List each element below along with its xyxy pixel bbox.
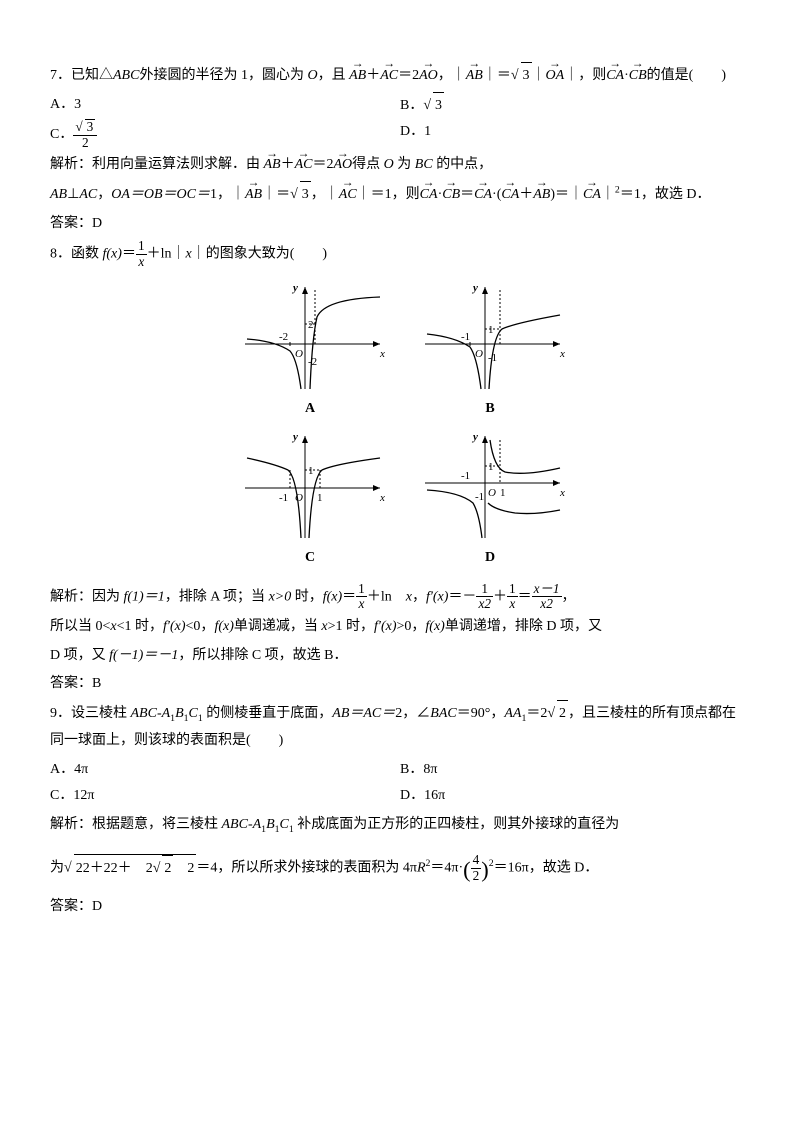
q7-stem: 7．已知△ABC外接圆的半径为 1，圆心为 O，且 AB＋AC＝2AO，｜AB｜… bbox=[50, 62, 750, 90]
q8-solution-3: D 项，又 f(－1)＝－1，所以排除 C 项，故选 B． bbox=[50, 643, 750, 670]
svg-text:x: x bbox=[559, 487, 565, 499]
graph-c: x y O -1 1 1 C bbox=[235, 428, 385, 572]
svg-text:y: y bbox=[471, 431, 478, 443]
svg-text:1: 1 bbox=[308, 465, 314, 477]
svg-text:1: 1 bbox=[488, 461, 494, 473]
q7-options: A．3 B．√3 bbox=[50, 92, 750, 120]
q8-answer: 答案：B bbox=[50, 671, 750, 698]
svg-text:y: y bbox=[471, 282, 478, 294]
svg-text:1: 1 bbox=[500, 487, 506, 499]
q9-solution-2: 为√22＋22＋ 2√2 2＝4，所以所求外接球的表面积为 4πR2＝4π·(4… bbox=[50, 849, 750, 892]
svg-text:y: y bbox=[291, 282, 298, 294]
q9-opt-a: A．4π bbox=[50, 757, 400, 784]
graph-b: x y O -1 1 -1 B bbox=[415, 279, 565, 423]
q7-solution-1: 解析：利用向量运算法则求解．由 AB＋AC＝2AO得点 O 为 BC 的中点， bbox=[50, 152, 750, 179]
q9-opt-b: B．8π bbox=[400, 757, 750, 784]
q8-solution-1: 解析：因为 f(1)＝1，排除 A 项；当 x>0 时，f(x)＝1x＋ln x… bbox=[50, 582, 750, 612]
q8-graphs: x y O -2 2 -2 A x y O bbox=[50, 279, 750, 571]
q7-opt-d: D．1 bbox=[400, 119, 750, 150]
svg-text:-1: -1 bbox=[461, 331, 470, 343]
svg-text:1: 1 bbox=[317, 492, 323, 504]
q8-solution-2: 所以当 0<x<1 时，f′(x)<0，f(x)单调递减，当 x>1 时，f′(… bbox=[50, 614, 750, 641]
svg-text:O: O bbox=[295, 348, 303, 360]
svg-text:1: 1 bbox=[488, 324, 494, 336]
q8-stem: 8．函数 f(x)＝1x＋ln｜x｜的图象大致为( ) bbox=[50, 239, 750, 269]
q9-opt-c: C．12π bbox=[50, 783, 400, 810]
svg-text:x: x bbox=[379, 348, 385, 360]
q7-opt-b: B．√3 bbox=[400, 92, 750, 120]
svg-text:y: y bbox=[291, 431, 298, 443]
graph-a: x y O -2 2 -2 A bbox=[235, 279, 385, 423]
svg-text:x: x bbox=[559, 348, 565, 360]
svg-text:2: 2 bbox=[308, 319, 314, 331]
q9-solution-1: 解析：根据题意，将三棱柱 ABC-A1B1C1 补成底面为正方形的正四棱柱，则其… bbox=[50, 812, 750, 839]
svg-text:x: x bbox=[379, 492, 385, 504]
svg-text:-1: -1 bbox=[475, 491, 484, 503]
q7-opt-a: A．3 bbox=[50, 92, 400, 120]
svg-text:O: O bbox=[488, 487, 496, 499]
graph-d: x y O -1 1 -1 1 D bbox=[415, 428, 565, 572]
q7-options-2: C．√32 D．1 bbox=[50, 119, 750, 150]
q9-opt-d: D．16π bbox=[400, 783, 750, 810]
svg-text:-2: -2 bbox=[308, 356, 317, 368]
q7-answer: 答案：D bbox=[50, 211, 750, 238]
q9-options-2: C．12π D．16π bbox=[50, 783, 750, 810]
svg-text:-1: -1 bbox=[461, 470, 470, 482]
svg-text:-1: -1 bbox=[279, 492, 288, 504]
q9-stem: 9．设三棱柱 ABC-A1B1C1 的侧棱垂直于底面，AB＝AC＝2，∠BAC＝… bbox=[50, 700, 750, 755]
q9-answer: 答案：D bbox=[50, 894, 750, 921]
q7-solution-2: AB⊥AC，OA＝OB＝OC＝1，｜AB｜＝√3，｜AC｜＝1，则CA·CB＝C… bbox=[50, 181, 750, 209]
svg-text:-2: -2 bbox=[279, 331, 288, 343]
svg-text:O: O bbox=[475, 348, 483, 360]
q9-options: A．4π B．8π bbox=[50, 757, 750, 784]
